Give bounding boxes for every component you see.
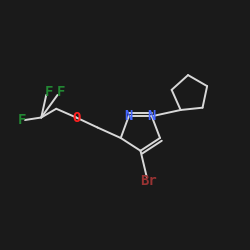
Text: N: N xyxy=(148,109,156,123)
Text: N: N xyxy=(124,109,133,123)
Text: Br: Br xyxy=(140,174,157,188)
Text: F: F xyxy=(18,113,26,127)
Text: O: O xyxy=(72,110,80,124)
Text: F: F xyxy=(45,85,54,99)
Text: F: F xyxy=(56,85,65,99)
